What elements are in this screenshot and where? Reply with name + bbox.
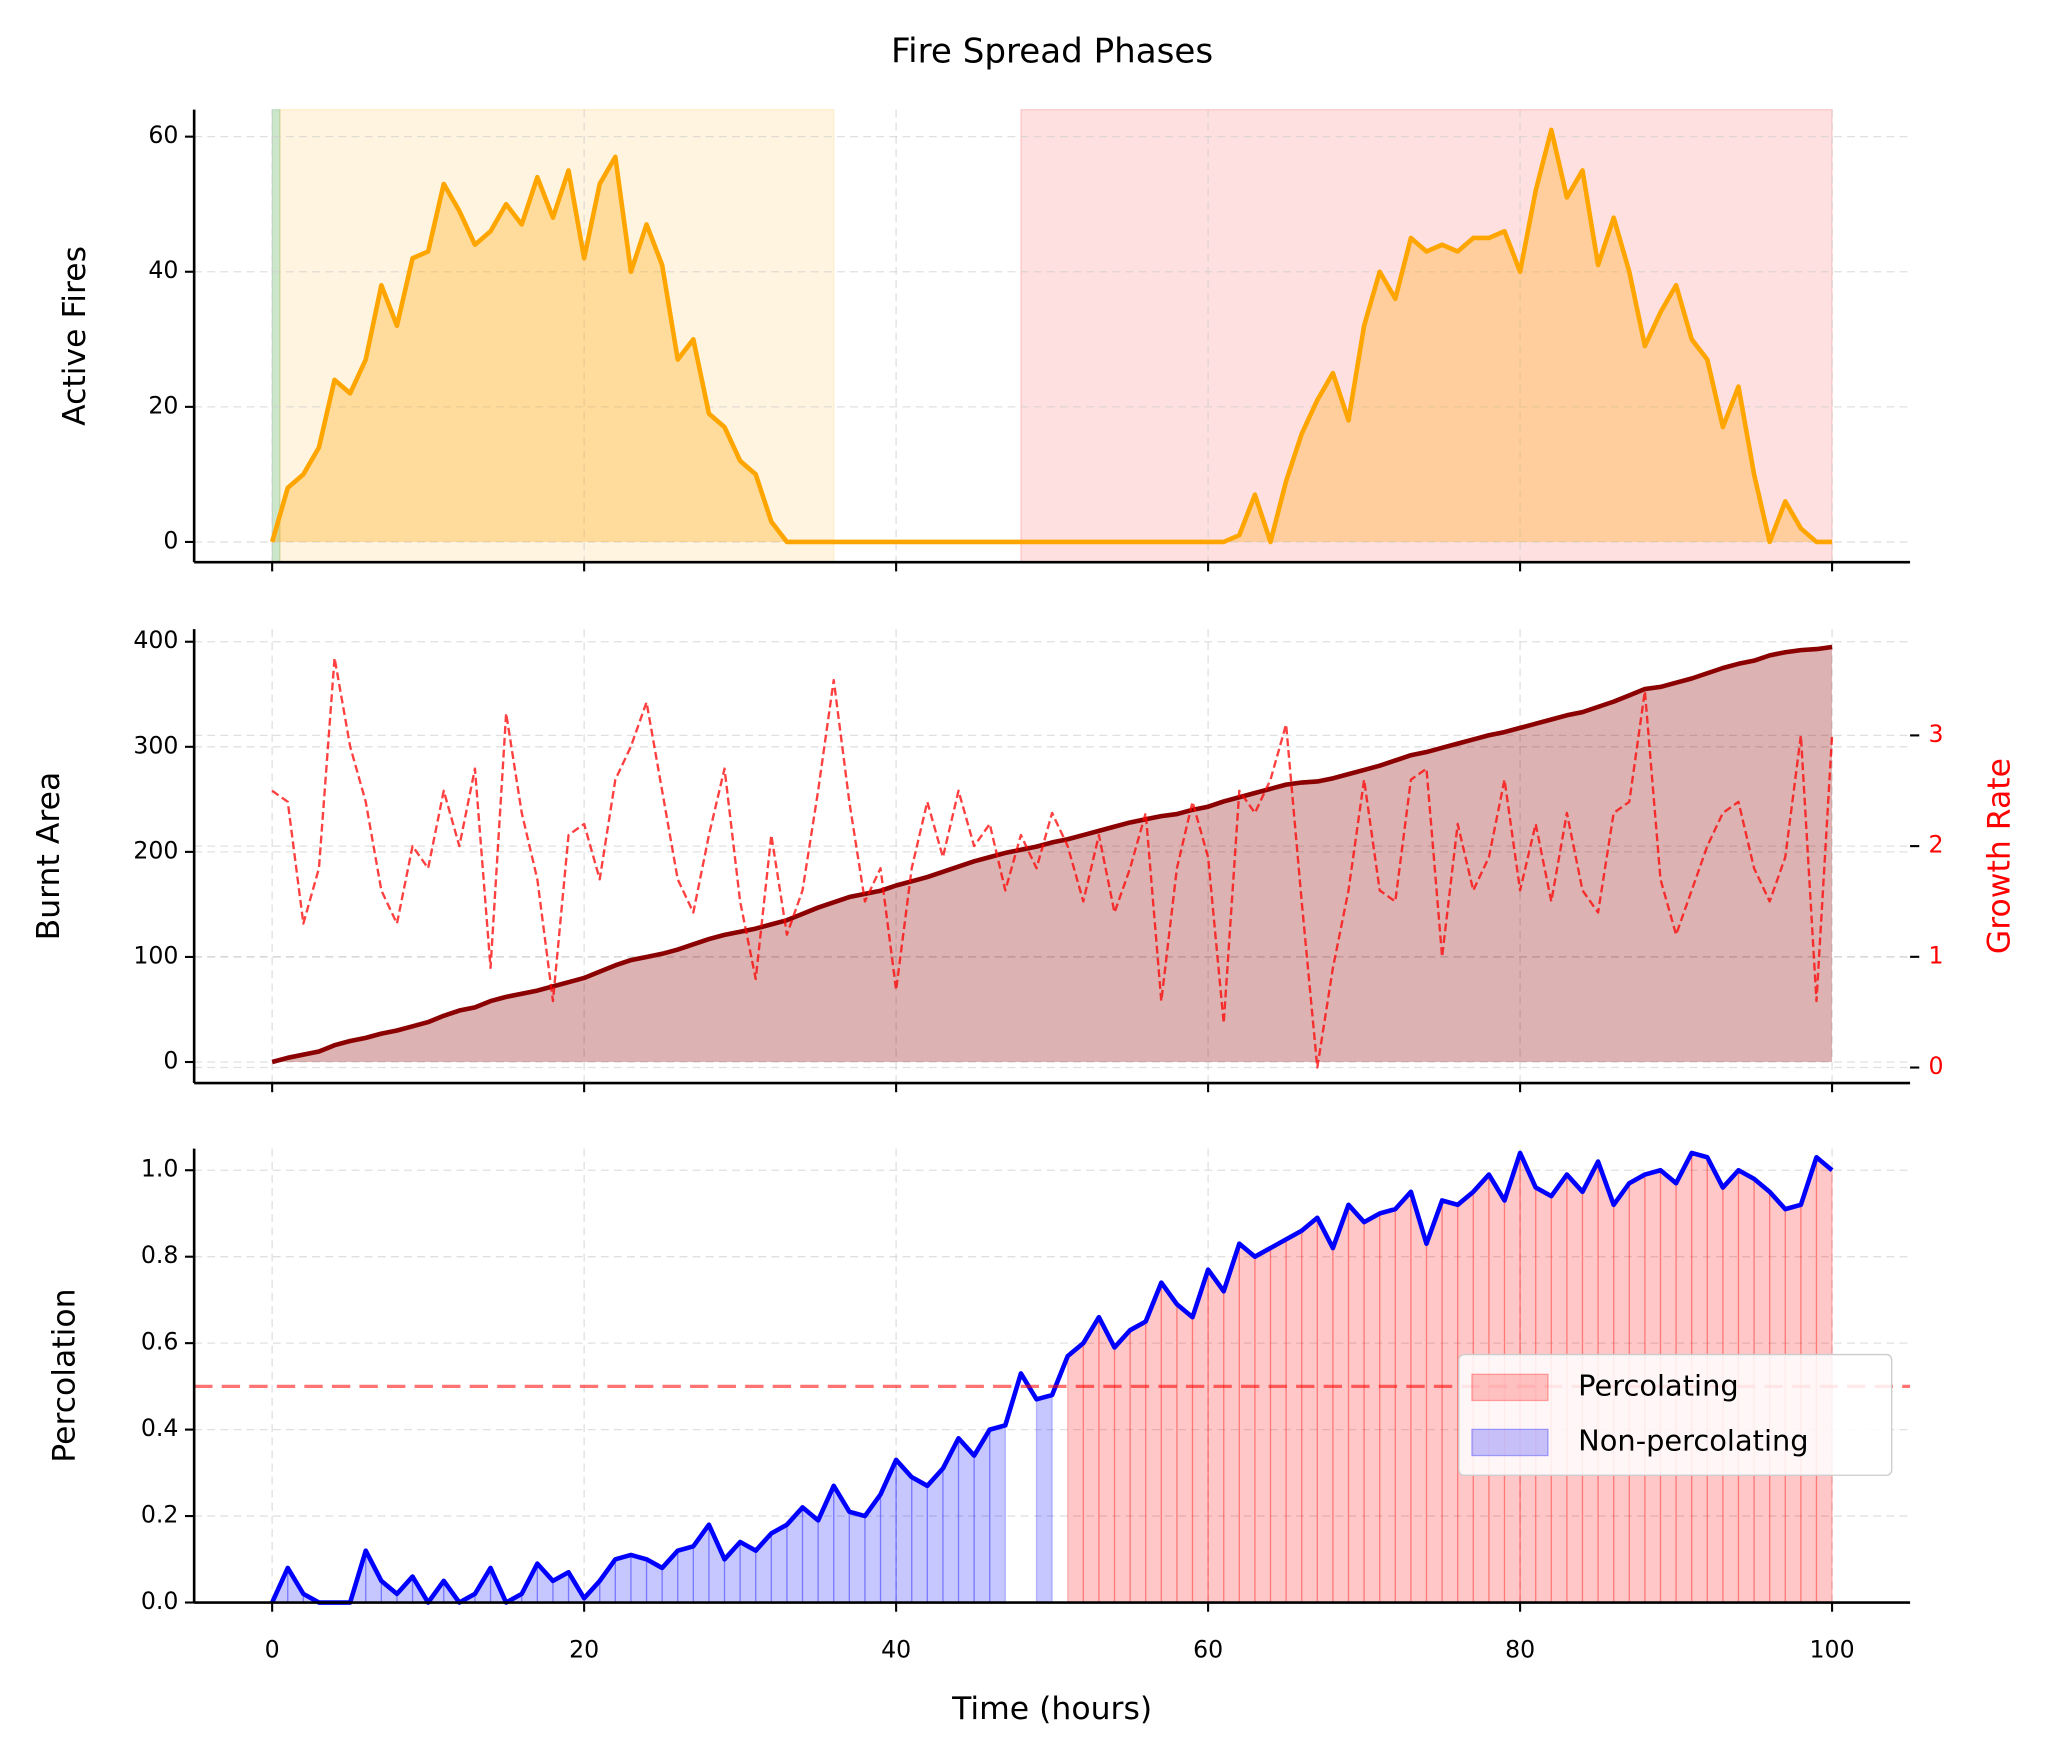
y-axis-label: Percolation xyxy=(47,1288,83,1462)
region-fill xyxy=(1207,1267,1225,1604)
region-fill xyxy=(708,1524,726,1604)
region-fill xyxy=(911,1476,928,1604)
region-fill xyxy=(1238,1242,1256,1604)
y-axis-label: Burnt Area xyxy=(31,772,67,941)
region-fill xyxy=(1098,1316,1116,1604)
region-fill xyxy=(614,1554,632,1604)
subplot: 0 100 200 300 400 Burnt Area 0 1 2 3 Growth Rate xyxy=(31,626,2018,1093)
y2-tick-label: 2 xyxy=(1928,831,1943,859)
area-line xyxy=(269,127,1833,545)
region-fill xyxy=(833,1483,850,1604)
y2-tick-label: 3 xyxy=(1928,720,1943,748)
line xyxy=(270,1150,1834,1605)
area-line xyxy=(271,644,1833,1065)
region-fill xyxy=(1269,1238,1287,1604)
region-fill xyxy=(1082,1314,1100,1604)
y-tick-label: 0.6 xyxy=(141,1328,179,1356)
region-fill xyxy=(1035,1394,1053,1604)
y-tick-label: 100 xyxy=(133,941,178,969)
region-fill xyxy=(630,1554,648,1604)
region-fill xyxy=(957,1436,975,1604)
x-tick-label: 60 xyxy=(1193,1636,1223,1664)
region-fill xyxy=(1160,1280,1178,1604)
region-fill xyxy=(1316,1217,1334,1604)
region-fill xyxy=(1441,1199,1459,1604)
region-fill xyxy=(1129,1320,1147,1604)
y2-axis-label: Growth Rate xyxy=(1982,758,2018,954)
region-fill xyxy=(1223,1243,1240,1604)
region-fill xyxy=(1191,1269,1209,1604)
legend-box xyxy=(1458,1353,1893,1476)
region-fill xyxy=(1285,1229,1303,1604)
area-fill xyxy=(272,129,1833,542)
phase-span xyxy=(271,108,281,563)
legend-swatch xyxy=(1471,1373,1549,1402)
y-tick-label: 0.2 xyxy=(141,1501,179,1529)
area-fill xyxy=(272,646,1833,1063)
legend-label: Percolating xyxy=(1578,1368,1739,1402)
y-tick-label: 20 xyxy=(148,391,178,419)
region-fill xyxy=(1332,1204,1350,1604)
x-tick-label: 0 xyxy=(265,1636,280,1664)
subplot: 0 20 40 60 80 100 0.0 0.2 0.4 0.6 0.8 1.0 Percolatio… xyxy=(47,1148,1911,1664)
y-tick-label: 0.4 xyxy=(141,1414,179,1442)
y-tick-label: 0 xyxy=(163,1047,178,1075)
region-fill xyxy=(801,1506,819,1604)
region-fill xyxy=(1394,1190,1412,1604)
region-fill xyxy=(848,1510,866,1604)
legend-label: Non-percolating xyxy=(1578,1423,1808,1457)
y-tick-label: 0.0 xyxy=(141,1587,179,1615)
phase-span xyxy=(1020,108,1833,563)
subplot: 0 20 40 60 Active Fires xyxy=(57,108,1911,572)
y-tick-label: 40 xyxy=(148,256,178,284)
region-fill xyxy=(989,1424,1006,1604)
region-fill xyxy=(677,1545,694,1604)
y-axis-label: Active Fires xyxy=(57,246,93,426)
legend: Percolating Non-percolating xyxy=(1458,1353,1893,1476)
region-fill xyxy=(1145,1282,1162,1604)
region-fill xyxy=(1363,1212,1381,1604)
region-fill xyxy=(1425,1200,1443,1604)
region-fill xyxy=(1410,1191,1428,1604)
y-tick-label: 0 xyxy=(163,526,178,554)
region-fill xyxy=(1379,1208,1396,1604)
region-fill xyxy=(926,1466,944,1604)
y2-tick-label: 1 xyxy=(1928,941,1943,969)
y-tick-label: 400 xyxy=(133,626,178,654)
legend-swatch xyxy=(1471,1428,1549,1457)
line xyxy=(271,656,1834,1069)
y-tick-label: 60 xyxy=(148,121,178,149)
region-fill xyxy=(1254,1246,1272,1604)
x-tick-label: 100 xyxy=(1810,1636,1855,1664)
region-fill xyxy=(1176,1302,1194,1604)
y-tick-label: 300 xyxy=(133,731,178,759)
region-fill xyxy=(770,1523,788,1604)
x-tick-label: 40 xyxy=(881,1636,911,1664)
y-tick-label: 0.8 xyxy=(141,1241,179,1269)
x-axis-label: Time (hours) xyxy=(951,1691,1152,1727)
region-fill xyxy=(1301,1216,1318,1604)
x-tick-label: 20 xyxy=(569,1636,599,1664)
x-tick-label: 80 xyxy=(1505,1636,1535,1664)
region-fill xyxy=(895,1458,913,1604)
region-fill xyxy=(1347,1203,1365,1604)
chart-title: Fire Spread Phases xyxy=(891,32,1213,72)
y2-tick-label: 0 xyxy=(1928,1052,1943,1080)
region-fill xyxy=(1067,1341,1084,1604)
y-tick-label: 1.0 xyxy=(141,1155,179,1183)
region-fill xyxy=(1113,1328,1131,1604)
y-tick-label: 200 xyxy=(133,836,178,864)
